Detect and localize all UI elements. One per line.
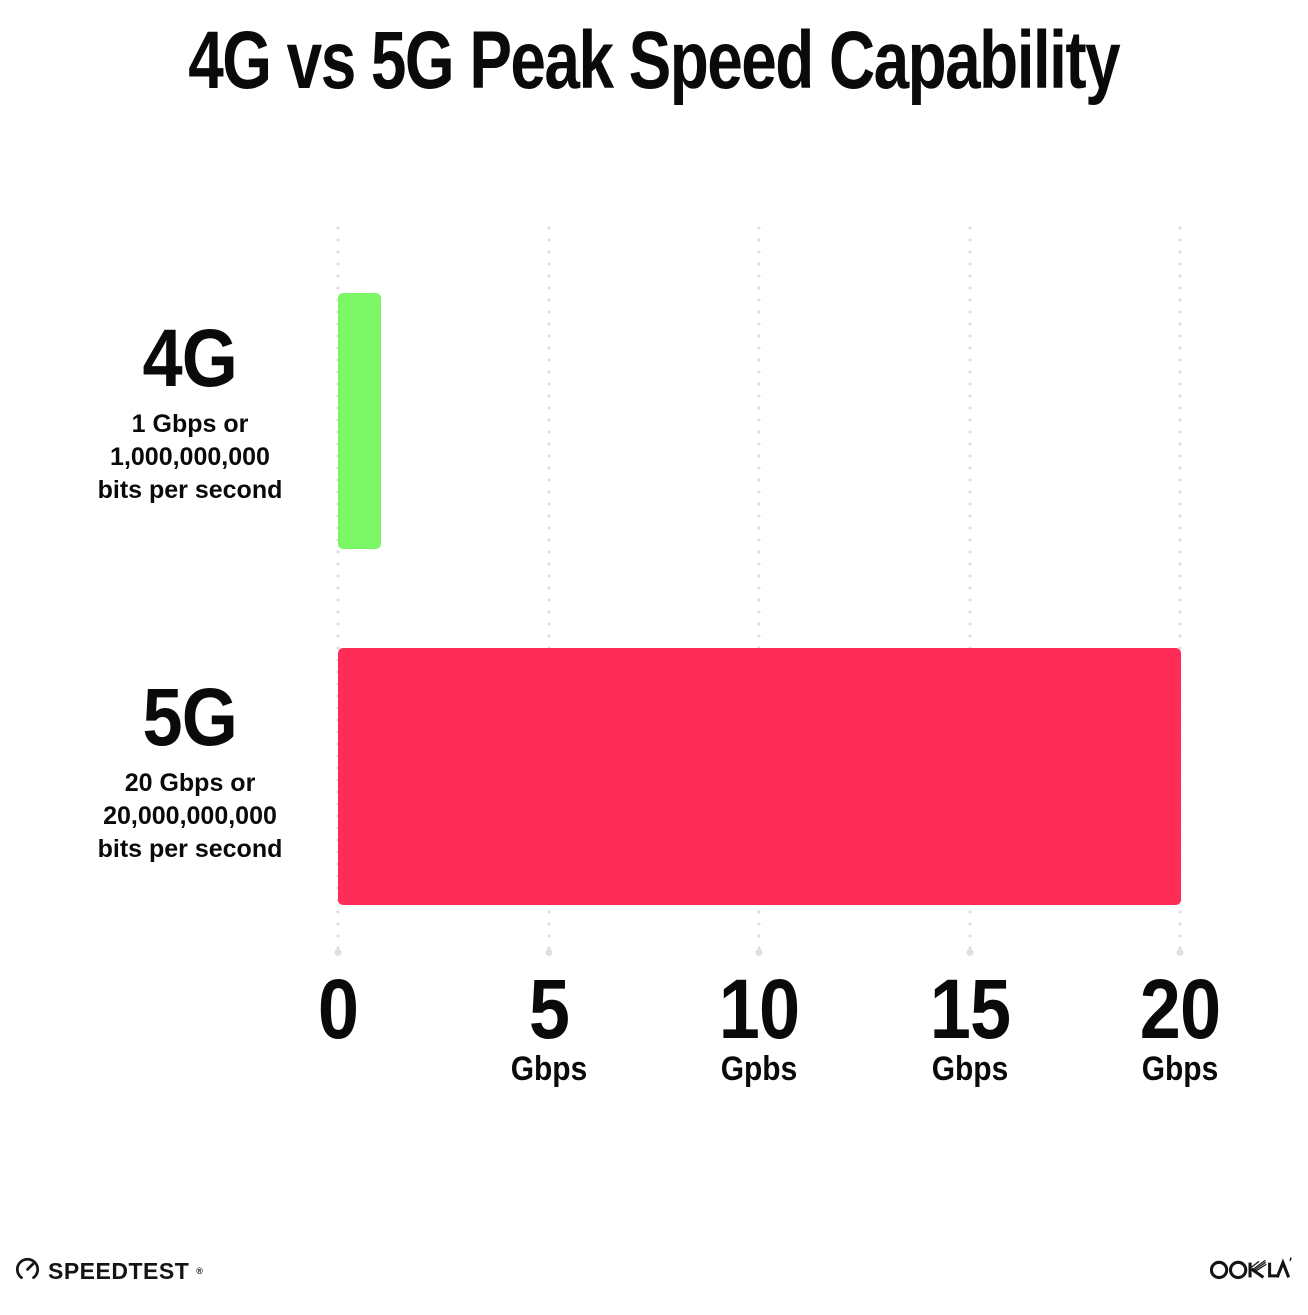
footer: SPEEDTEST ®: [14, 1254, 1292, 1288]
desc-line: bits per second: [97, 835, 283, 863]
gridline-end-dot: [334, 949, 342, 956]
speedtest-wordmark: SPEEDTEST: [48, 1257, 190, 1284]
row-label-4g-desc: 1 Gbps or 1,000,000,000 bits per second: [40, 408, 340, 507]
gridline-end-dot: [545, 949, 552, 956]
row-label-5g: 5G 20 Gbps or 20,000,000,000 bits per se…: [40, 677, 340, 866]
x-tick-unit: Gbps: [1141, 1050, 1219, 1088]
gridline: [547, 222, 550, 953]
desc-line: 20 Gbps or: [124, 769, 256, 797]
x-tick-value: 10: [718, 962, 800, 1056]
x-tick-unit: Gbps: [931, 1050, 1008, 1088]
gridline-end-dot: [966, 949, 973, 956]
ookla-logo: OOKLA: [1209, 1255, 1292, 1287]
bar-5g: [338, 648, 1181, 905]
x-tick-value: 15: [929, 962, 1010, 1056]
speedtest-trademark: ®: [196, 1266, 203, 1276]
desc-line: 20,000,000,000: [103, 802, 277, 830]
row-label-4g-title: 4G: [142, 313, 238, 404]
x-tick-unit: Gbps: [510, 1050, 587, 1088]
speedtest-gauge-icon: [14, 1255, 41, 1287]
gridline: [1178, 222, 1182, 953]
desc-line: 1 Gbps or: [131, 410, 249, 438]
row-label-5g-title: 5G: [142, 672, 238, 763]
x-tick-value: 0: [317, 962, 359, 1056]
chart-title: 4G vs 5G Peak Speed Capability: [0, 15, 1308, 106]
desc-line: bits per second: [97, 476, 283, 504]
x-tick-unit: Gpbs: [720, 1050, 798, 1088]
desc-line: 1,000,000,000: [110, 443, 270, 471]
x-tick-value: 5: [528, 962, 569, 1056]
chart-title-text: 4G vs 5G Peak Speed Capability: [188, 15, 1121, 106]
speedtest-logo: SPEEDTEST ®: [14, 1255, 203, 1287]
ookla-wordmark-icon: [1209, 1255, 1292, 1287]
row-label-5g-desc: 20 Gbps or 20,000,000,000 bits per secon…: [40, 767, 340, 866]
gridline-end-dot: [755, 949, 763, 956]
gridline-end-dot: [1176, 949, 1184, 956]
gridline: [968, 222, 971, 953]
x-tick-value: 20: [1139, 962, 1221, 1056]
gridline: [336, 222, 340, 953]
row-label-4g: 4G 1 Gbps or 1,000,000,000 bits per seco…: [40, 318, 340, 507]
gridline: [757, 222, 761, 953]
bar-4g: [338, 293, 381, 549]
